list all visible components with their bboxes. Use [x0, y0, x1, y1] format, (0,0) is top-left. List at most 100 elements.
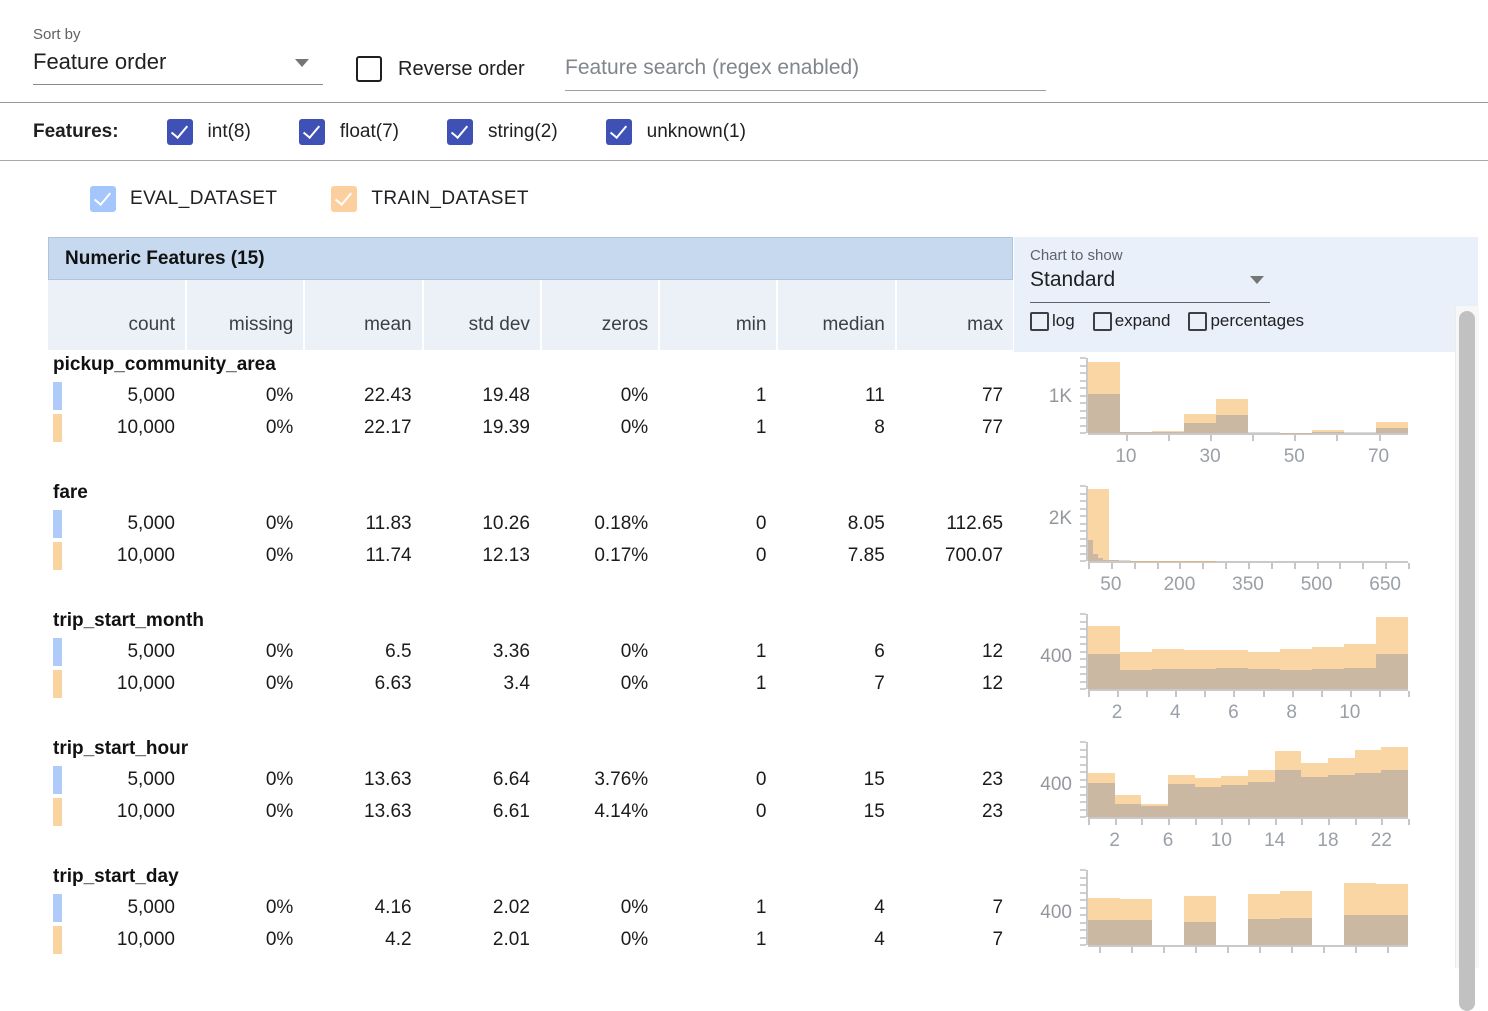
feature-type-checkbox-int8[interactable]: int(8): [167, 119, 251, 145]
x-axis-tick-icon: [1381, 819, 1383, 825]
x-axis-tick-icon: [1141, 819, 1143, 825]
stat-std-dev: 3.4: [422, 673, 540, 695]
x-axis-tick-label: 2: [1085, 830, 1145, 852]
x-axis-tick-icon: [1387, 947, 1389, 953]
chart-option-log[interactable]: log: [1030, 311, 1075, 331]
x-axis-tick-icon: [1221, 819, 1223, 825]
x-axis-tick-label: 22: [1351, 830, 1411, 852]
y-axis-label: 400: [948, 646, 1072, 668]
histogram-bar-train: [1141, 804, 1168, 817]
chart-to-show-label: Chart to show: [1030, 247, 1478, 264]
dataset-name: TRAIN_DATASET: [371, 188, 529, 210]
y-axis-tick-icon: [1080, 922, 1086, 924]
stat-mean: 6.5: [303, 641, 421, 663]
stat-min: 1: [658, 929, 776, 951]
y-axis-label: 2K: [948, 508, 1072, 530]
x-axis-tick-icon: [1168, 819, 1170, 825]
dataset-toggle-eval_dataset[interactable]: EVAL_DATASET: [90, 186, 277, 212]
x-axis-tick-icon: [1408, 563, 1410, 569]
stat-mean: 13.63: [303, 801, 421, 823]
x-axis-tick-icon: [1146, 691, 1148, 697]
y-axis-tick-icon: [1080, 432, 1086, 434]
checkbox-checked-icon: [167, 119, 193, 145]
chart-option-percentages[interactable]: percentages: [1188, 311, 1304, 331]
stat-count: 5,000: [48, 897, 185, 919]
x-axis-tick-icon: [1202, 563, 1204, 569]
column-header-min: min: [658, 280, 776, 350]
y-axis-tick-icon: [1080, 809, 1086, 811]
y-axis-tick-icon: [1080, 410, 1086, 412]
sort-by-value: Feature order: [33, 49, 166, 74]
stat-zeros: 0%: [540, 897, 658, 919]
feature-name: trip_start_day: [53, 866, 179, 888]
stat-count: 10,000: [48, 929, 185, 951]
stat-count: 10,000: [48, 545, 185, 567]
feature-name: pickup_community_area: [53, 354, 276, 376]
stat-count: 5,000: [48, 641, 185, 663]
dataset-color-chip: [53, 414, 62, 442]
feature-name: trip_start_hour: [53, 738, 188, 760]
x-axis-tick-icon: [1385, 563, 1387, 569]
feature-type-checkbox-unknown1[interactable]: unknown(1): [606, 119, 746, 145]
y-axis-tick-icon: [1080, 417, 1086, 419]
reverse-order-checkbox[interactable]: Reverse order: [356, 56, 525, 82]
y-axis-tick-icon: [1080, 658, 1086, 660]
stat-std-dev: 10.26: [422, 513, 540, 535]
histogram-bar-train: [1248, 894, 1280, 945]
x-axis-tick-icon: [1292, 691, 1294, 697]
y-axis-tick-icon: [1080, 929, 1086, 931]
chart-type-select[interactable]: Standard: [1030, 264, 1270, 303]
y-axis-tick-icon: [1080, 553, 1086, 555]
plot-area: [1088, 614, 1408, 691]
x-axis-tick-icon: [1323, 947, 1325, 953]
feature-type-checkbox-string2[interactable]: string(2): [447, 119, 558, 145]
y-axis-tick-icon: [1080, 508, 1086, 510]
chart-option-expand[interactable]: expand: [1093, 311, 1171, 331]
stat-missing: 0%: [185, 417, 303, 439]
y-axis-tick-icon: [1080, 764, 1086, 766]
sort-by-select[interactable]: Feature order: [33, 49, 323, 85]
x-axis-tick-icon: [1259, 947, 1261, 953]
histogram-bar-train: [1152, 649, 1184, 689]
stat-median: 7.85: [776, 545, 894, 567]
x-axis-tick-label: 10: [1191, 830, 1251, 852]
numeric-features-header: Numeric Features (15): [48, 237, 1013, 280]
checkbox-unchecked-icon: [1188, 312, 1207, 331]
plot-area: [1088, 358, 1408, 435]
x-axis-tick-icon: [1233, 691, 1235, 697]
x-axis-tick-icon: [1294, 435, 1296, 441]
dataset-toggle-train_dataset[interactable]: TRAIN_DATASET: [331, 186, 529, 212]
y-axis-tick-icon: [1080, 944, 1086, 946]
x-axis-tick-icon: [1362, 563, 1364, 569]
y-axis-tick-icon: [1080, 530, 1086, 532]
chart-option-label: log: [1052, 311, 1075, 331]
feature-search-input[interactable]: [565, 52, 1046, 91]
histogram-bar-train: [1088, 626, 1120, 689]
chart-option-label: expand: [1115, 311, 1171, 331]
scrollbar-thumb[interactable]: [1459, 311, 1475, 1011]
y-axis-tick-icon: [1080, 666, 1086, 668]
stat-zeros: 0%: [540, 641, 658, 663]
stat-min: 0: [658, 513, 776, 535]
stat-mean: 4.16: [303, 897, 421, 919]
stat-mean: 6.63: [303, 673, 421, 695]
histogram-bar-train: [1216, 650, 1248, 689]
x-axis-tick-label: 50: [1264, 446, 1324, 468]
y-axis-tick-icon: [1080, 749, 1086, 751]
dataset-color-chip: [53, 638, 62, 666]
x-axis-tick-icon: [1225, 563, 1227, 569]
histogram-bar-train: [1355, 750, 1382, 817]
histogram-bar-train: [1280, 891, 1312, 945]
chart-option-label: percentages: [1210, 311, 1304, 331]
x-axis-tick-icon: [1379, 435, 1381, 441]
y-axis-tick-icon: [1080, 801, 1086, 803]
feature-type-checkbox-float7[interactable]: float(7): [299, 119, 399, 145]
stat-median: 7: [776, 673, 894, 695]
vertical-scrollbar[interactable]: [1455, 306, 1479, 968]
y-axis-tick-icon: [1080, 545, 1086, 547]
